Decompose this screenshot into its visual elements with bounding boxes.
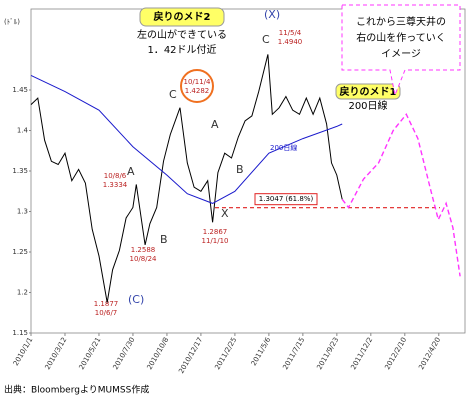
reference-label: 1.3047 (61.8%) (259, 195, 314, 203)
wave-label: C (262, 33, 270, 46)
callout-title: 戻りのメド1 (339, 85, 397, 98)
y-unit: (ﾄﾞﾙ) (4, 18, 20, 26)
wave-label: X (221, 207, 229, 220)
annotation: 10/8/24 (130, 255, 158, 263)
callout-header (139, 7, 225, 27)
wave-label: A (127, 165, 135, 178)
x-tick-label: 2010/12/17 (177, 336, 204, 375)
x-tick-label: 2010/10/8 (146, 336, 171, 371)
x-tick-label: 2011/5/6 (250, 336, 273, 368)
annotation: 1.2867 (203, 228, 228, 236)
reference-label-box (254, 193, 318, 206)
series-label: 200日線 (270, 143, 297, 152)
annotation: 11/1/10 (202, 237, 229, 245)
y-tick-label: 1.4 (17, 127, 29, 135)
note-text: 右の山を作っていく (356, 31, 446, 44)
callout-text: 200日線 (348, 99, 387, 112)
note-text: これから三尊天井の (356, 15, 446, 28)
callout-text: 左の山ができている (137, 28, 227, 41)
annotation: 1.2588 (131, 246, 156, 254)
wave-label: A (211, 118, 219, 131)
annotation: 1.4940 (278, 38, 303, 46)
annotation: 10/11/4 (184, 78, 212, 86)
wave-label: B (160, 233, 168, 246)
note-text: イメージ (381, 49, 421, 60)
wave-label: B (236, 163, 244, 176)
x-tick-label: 2011/7/15 (281, 336, 306, 371)
annotation: 10/6/7 (95, 309, 118, 317)
annotation: 11/5/4 (279, 29, 302, 37)
annotation: 1.4282 (185, 87, 210, 95)
annotation: 1.1877 (94, 300, 119, 308)
x-tick-label: 2010/5/21 (78, 336, 103, 371)
x-tick-label: 2010/1/1 (12, 336, 35, 367)
wave-label: C (169, 88, 177, 101)
x-tick-label: 2012/2/10 (383, 336, 408, 371)
x-tick-label: 2011/9/23 (315, 336, 340, 371)
x-tick-label: 2012/4/20 (417, 336, 442, 371)
x-tick-label: 2011/12/2 (349, 336, 374, 371)
y-tick-label: 1.25 (12, 248, 28, 256)
y-tick-label: 1.2 (17, 289, 28, 297)
highlight-circle (180, 69, 214, 103)
y-tick-label: 1.45 (12, 86, 28, 94)
series-line (341, 112, 461, 277)
x-tick-label: 2010/3/12 (44, 336, 69, 371)
series-line (30, 54, 343, 303)
note-box (341, 4, 461, 97)
callout-header (335, 83, 401, 100)
callout-title: 戻りのメド2 (153, 10, 211, 23)
wave-label: (X) (264, 8, 280, 21)
source: 出典：BloombergよりMUMSS作成 (4, 384, 149, 396)
y-tick-label: 1.15 (12, 329, 28, 337)
annotation: 1.3334 (103, 181, 128, 189)
callout-text: 1．42ドル付近 (147, 43, 216, 56)
wave-label: (C) (128, 293, 144, 306)
annotation: 10/8/6 (104, 172, 127, 180)
series-line (30, 74, 343, 204)
y-tick-label: 1.3 (17, 208, 28, 216)
x-tick-label: 2011/2/25 (213, 336, 238, 371)
x-tick-label: 2010/7/30 (112, 336, 137, 371)
y-tick-label: 1.35 (12, 167, 28, 175)
